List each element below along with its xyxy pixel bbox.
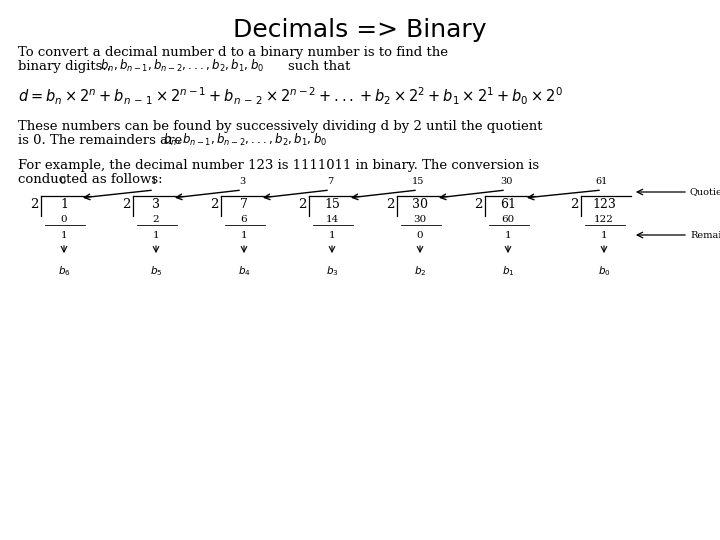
Text: These numbers can be found by successively dividing d by 2 until the quotient: These numbers can be found by successive… (18, 120, 542, 133)
Text: $b_0$: $b_0$ (598, 264, 611, 278)
Text: 2: 2 (122, 198, 130, 211)
Text: 0: 0 (60, 214, 67, 224)
Text: 7: 7 (240, 198, 248, 211)
Text: 2: 2 (386, 198, 394, 211)
Text: 30: 30 (413, 214, 427, 224)
Text: Quotient: Quotient (690, 187, 720, 197)
Text: 1: 1 (60, 231, 67, 240)
Text: is 0. The remainders are: is 0. The remainders are (18, 134, 182, 147)
Text: $b_5$: $b_5$ (150, 264, 162, 278)
Text: 30: 30 (412, 198, 428, 211)
Text: 14: 14 (325, 214, 338, 224)
Text: conducted as follows:: conducted as follows: (18, 173, 163, 186)
Text: 60: 60 (501, 214, 515, 224)
Text: $b_3$: $b_3$ (325, 264, 338, 278)
Text: 123: 123 (592, 198, 616, 211)
Text: Decimals => Binary: Decimals => Binary (233, 18, 487, 42)
Text: 3: 3 (239, 177, 245, 186)
Text: 2: 2 (570, 198, 578, 211)
Text: To convert a decimal number d to a binary number is to find the: To convert a decimal number d to a binar… (18, 46, 448, 59)
Text: 61: 61 (500, 198, 516, 211)
Text: 1: 1 (505, 231, 511, 240)
Text: $b_1$: $b_1$ (502, 264, 514, 278)
Text: 2: 2 (474, 198, 482, 211)
Text: 6: 6 (240, 214, 247, 224)
Text: $b_6$: $b_6$ (58, 264, 71, 278)
Text: 1: 1 (153, 231, 159, 240)
Text: $b_4$: $b_4$ (238, 264, 251, 278)
Text: 61: 61 (596, 177, 608, 186)
Text: 2: 2 (298, 198, 306, 211)
Text: $b_n, b_{n-1}, b_{n-2},...,b_2, b_1, b_0$: $b_n, b_{n-1}, b_{n-2},...,b_2, b_1, b_0… (100, 58, 264, 74)
Text: 15: 15 (324, 198, 340, 211)
Text: 1: 1 (60, 198, 68, 211)
Text: 7: 7 (327, 177, 333, 186)
Text: 1: 1 (151, 177, 157, 186)
Text: 30: 30 (500, 177, 512, 186)
Text: 3: 3 (152, 198, 160, 211)
Text: 1: 1 (329, 231, 336, 240)
Text: 0: 0 (417, 231, 423, 240)
Text: $b_2$: $b_2$ (414, 264, 426, 278)
Text: $b_n, b_{n-1}, b_{n-2},...,b_2, b_1, b_0$: $b_n, b_{n-1}, b_{n-2},...,b_2, b_1, b_0… (163, 132, 327, 148)
Text: 2: 2 (210, 198, 218, 211)
Text: Remainder: Remainder (690, 231, 720, 240)
Text: $d = b_n \times 2^{n} + b_{n\,-\,1} \times 2^{n-1} + b_{n\,-\,2} \times 2^{n-2} : $d = b_n \times 2^{n} + b_{n\,-\,1} \tim… (18, 86, 563, 107)
Text: For example, the decimal number 123 is 1111011 in binary. The conversion is: For example, the decimal number 123 is 1… (18, 159, 539, 172)
Text: 15: 15 (412, 177, 424, 186)
Text: 1: 1 (600, 231, 607, 240)
Text: 2: 2 (30, 198, 38, 211)
Text: binary digits..: binary digits.. (18, 60, 111, 73)
Text: 122: 122 (594, 214, 614, 224)
Text: such that: such that (288, 60, 351, 73)
Text: 0: 0 (59, 177, 65, 186)
Text: 1: 1 (240, 231, 247, 240)
Text: 2: 2 (153, 214, 159, 224)
